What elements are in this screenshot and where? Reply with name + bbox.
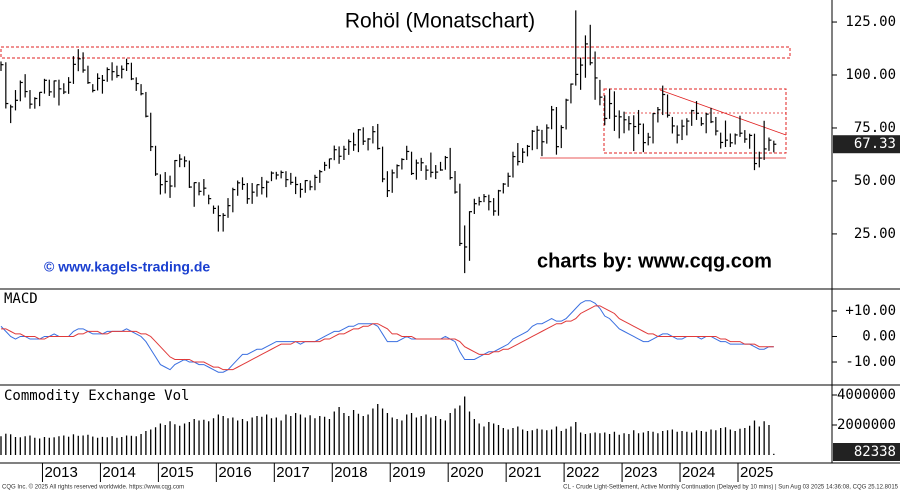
footer: CQG Inc. © 2025 All rights reserved worl… (2, 484, 184, 491)
x-tick-label: 2014 (102, 464, 135, 481)
last-value-box (833, 443, 900, 461)
panel-title: MACD (4, 291, 38, 307)
y-tick-label: 50.00 (854, 173, 896, 189)
last-value: 82338 (854, 444, 896, 460)
trend-line (659, 89, 787, 136)
y-tick-label: 0.00 (862, 328, 896, 344)
y-tick-label: 125.00 (845, 14, 896, 30)
macd-line (0, 300, 774, 373)
macd-line (1, 305, 774, 371)
y-tick-label: 4000000 (837, 387, 896, 403)
x-tick-label: 2021 (508, 464, 541, 481)
footer: CL - Crude Light-Settlement, Active Mont… (563, 485, 899, 491)
x-tick-label: 2022 (566, 464, 599, 481)
chart-title: Rohöl (Monatschart) (345, 10, 535, 33)
last-value-box (833, 135, 900, 154)
y-tick-label: +10.00 (845, 303, 896, 319)
x-tick-label: 2017 (276, 464, 309, 481)
last-value: 67.33 (854, 136, 896, 152)
watermark: charts by: www.cqg.com (537, 250, 772, 272)
x-tick-label: 2020 (450, 464, 483, 481)
y-tick-label: 2000000 (837, 417, 896, 433)
x-tick-label: 2018 (334, 464, 367, 481)
range-box (603, 88, 787, 154)
x-tick-label: 2025 (740, 464, 773, 481)
y-tick-label: 100.00 (845, 67, 896, 83)
x-tick-label: 2023 (624, 464, 657, 481)
panel-title: Commodity Exchange Vol (4, 388, 189, 404)
x-tick-label: 2015 (160, 464, 193, 481)
x-tick-label: 2013 (44, 464, 77, 481)
x-tick-label: 2019 (392, 464, 425, 481)
watermark: © www.kagels-trading.de (44, 259, 210, 275)
x-tick-label: 2024 (682, 464, 715, 481)
y-tick-label: 75.00 (854, 120, 896, 136)
y-tick-label: 25.00 (854, 226, 896, 242)
y-tick-label: -10.00 (845, 354, 896, 370)
x-tick-label: 2016 (218, 464, 251, 481)
